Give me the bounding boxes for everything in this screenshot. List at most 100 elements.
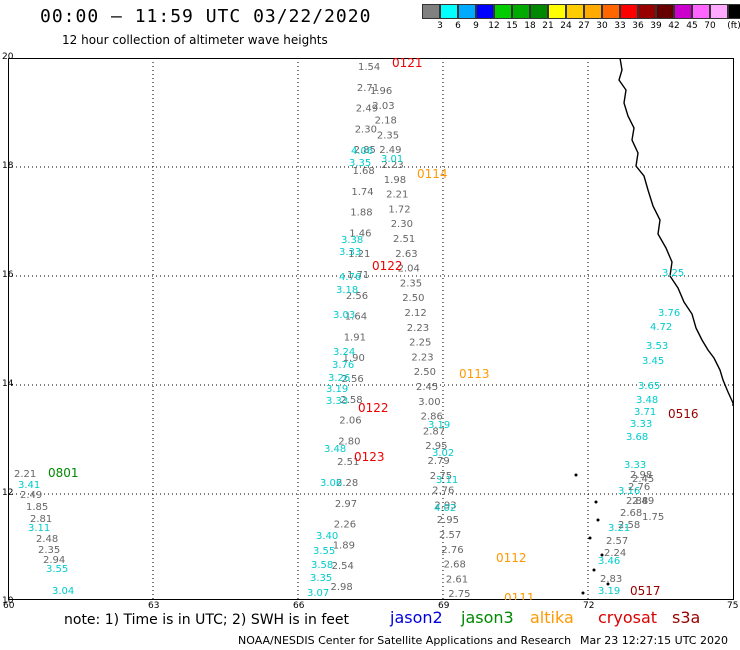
wave-height-value: 4.76 xyxy=(339,272,361,283)
wave-height-value: 2.97 xyxy=(335,499,357,510)
legend-label: 21 xyxy=(542,21,554,31)
wave-height-value: 3.04 xyxy=(52,586,74,597)
satellite-name: s3a xyxy=(672,608,701,627)
y-tick-label: 14 xyxy=(2,379,14,389)
legend-swatch xyxy=(476,4,494,19)
wave-height-value: 3.19 xyxy=(428,420,450,431)
wave-height-value: 1.90 xyxy=(343,353,365,364)
wave-height-value: 1.72 xyxy=(388,204,410,215)
legend-label: 12 xyxy=(488,21,500,31)
x-tick-label: 60 xyxy=(3,601,15,611)
wave-height-value: 2.87 xyxy=(423,426,445,437)
wave-height-value: 3.16 xyxy=(618,486,640,497)
wave-height-value: 2.24 xyxy=(604,548,626,559)
wave-height-value: 3.35 xyxy=(310,573,332,584)
legend-swatch xyxy=(602,4,620,19)
wave-height-value: 3.25 xyxy=(662,268,684,279)
wave-height-value: 4.72 xyxy=(650,322,672,333)
wave-height-value: 2.54 xyxy=(332,561,354,572)
color-scale-legend xyxy=(422,4,740,19)
island xyxy=(574,473,578,477)
wave-height-value: 2.50 xyxy=(402,293,424,304)
wave-height-value: 2.81 xyxy=(30,514,52,525)
wave-height-value: 3.33 xyxy=(624,460,646,471)
wave-height-value: 3.76 xyxy=(658,308,680,319)
map-frame xyxy=(8,58,734,600)
wave-height-value: 3.18 xyxy=(336,285,358,296)
wave-height-value: 3.33 xyxy=(339,247,361,258)
wave-height-value: 2.35 xyxy=(377,130,399,141)
wave-height-value: 3.58 xyxy=(311,560,333,571)
legend-swatch xyxy=(530,4,548,19)
pass-number-label: 0113 xyxy=(459,367,490,381)
satellite-name: altika xyxy=(530,608,574,627)
y-tick-label: 12 xyxy=(2,488,14,498)
wave-height-value: 2.49 xyxy=(20,490,42,501)
wave-height-value: 2.79 xyxy=(428,456,450,467)
x-tick-label: 63 xyxy=(148,601,160,611)
legend-label: 39 xyxy=(650,21,662,31)
legend-label: 3 xyxy=(437,21,443,31)
wave-height-value: 3.48 xyxy=(636,395,658,406)
legend-label: 24 xyxy=(560,21,572,31)
wave-height-value: 2.68 xyxy=(444,560,466,571)
wave-height-value: 2.75 xyxy=(430,471,452,482)
wave-height-value: 1.89 xyxy=(333,540,355,551)
wave-height-value: 3.48 xyxy=(324,444,346,455)
wave-height-value: 2.49 xyxy=(379,145,401,156)
legend-swatch xyxy=(440,4,458,19)
wave-height-value: 2.35 xyxy=(400,278,422,289)
wave-height-value: 3.45 xyxy=(642,356,664,367)
wave-height-value: 2.88 xyxy=(626,496,648,507)
legend-swatch xyxy=(620,4,638,19)
wave-height-value: 3.40 xyxy=(316,531,338,542)
legend-label: 30 xyxy=(596,21,608,31)
wave-height-value: 3.38 xyxy=(341,235,363,246)
wave-height-value: 3.01 xyxy=(381,154,403,165)
wave-height-value: 1.54 xyxy=(358,62,380,73)
island xyxy=(588,536,592,540)
island xyxy=(596,518,600,522)
wave-height-value: 2.76 xyxy=(432,486,454,497)
wave-height-value: 1.46 xyxy=(349,228,371,239)
wave-height-value: 3.35 xyxy=(349,158,371,169)
wave-height-value: 2.45 xyxy=(416,382,438,393)
wave-height-value: 1.88 xyxy=(350,208,372,219)
wave-height-value: 2.25 xyxy=(409,338,431,349)
pass-number-label: 0123 xyxy=(354,450,385,464)
island xyxy=(594,500,598,504)
wave-height-value: 2.71 xyxy=(357,83,379,94)
wave-height-value: 2.50 xyxy=(414,367,436,378)
wave-height-value: 2.68 xyxy=(620,508,642,519)
wave-height-value: 1.98 xyxy=(384,175,406,186)
wave-height-value: 2.76 xyxy=(441,545,463,556)
wave-height-value: 2.51 xyxy=(393,234,415,245)
wave-height-value: 3.46 xyxy=(598,556,620,567)
legend-label: 33 xyxy=(614,21,626,31)
wave-height-value: 2.75 xyxy=(448,589,470,600)
legend-swatch xyxy=(458,4,476,19)
wave-height-value: 2.58 xyxy=(618,520,640,531)
wave-height-value: 2.61 xyxy=(446,574,468,585)
footer-note: note: 1) Time is in UTC; 2) SWH is in fe… xyxy=(64,612,350,628)
wave-height-value: 3.11 xyxy=(436,475,458,486)
wave-height-value: 1.91 xyxy=(344,332,366,343)
wave-height-value: 1.75 xyxy=(642,512,664,523)
wave-height-value: 2.06 xyxy=(339,416,361,427)
wave-height-value: 3.65 xyxy=(638,381,660,392)
wave-height-value: 2.28 xyxy=(336,478,358,489)
wave-height-value: 3.00 xyxy=(418,397,440,408)
legend-label: 36 xyxy=(632,21,644,31)
legend-label: 9 xyxy=(473,21,479,31)
wave-height-value: 2.30 xyxy=(355,124,377,135)
wave-height-value: 2.56 xyxy=(342,374,364,385)
x-tick-label: 66 xyxy=(293,601,305,611)
wave-height-value: 2.48 xyxy=(36,534,58,545)
wave-height-value: 3.33 xyxy=(326,396,348,407)
island xyxy=(581,591,585,595)
wave-height-value: 3.76 xyxy=(332,360,354,371)
wave-height-value: 2.58 xyxy=(340,395,362,406)
wave-height-value: 2.56 xyxy=(346,291,368,302)
satellite-name: jason2 xyxy=(390,608,443,627)
pass-number-label: 0122 xyxy=(358,401,389,415)
